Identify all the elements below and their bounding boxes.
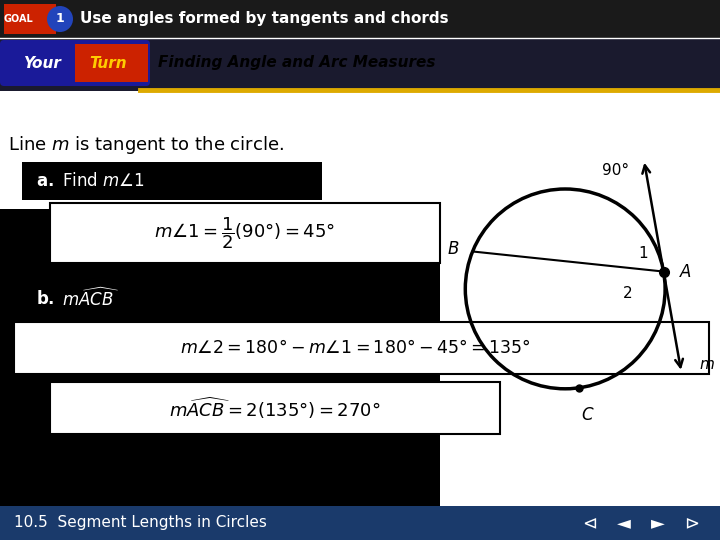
Text: B: B (447, 240, 459, 259)
Bar (440, 91, 720, 511)
Text: C: C (581, 406, 593, 424)
Text: Find $m\angle 1$: Find $m\angle 1$ (62, 172, 145, 190)
Text: $m\widehat{ACB} = 2(135°) = 270°$: $m\widehat{ACB} = 2(135°) = 270°$ (169, 395, 381, 421)
Text: Finding Angle and Arc Measures: Finding Angle and Arc Measures (158, 56, 436, 71)
Text: $m\widehat{ACB}$: $m\widehat{ACB}$ (62, 288, 119, 310)
Bar (0, 506, 720, 540)
Bar (0, 0, 720, 38)
Text: Turn: Turn (89, 56, 127, 71)
Text: ⊳: ⊳ (685, 514, 700, 532)
Bar (0, 91, 720, 509)
Text: ◄: ◄ (617, 514, 631, 532)
Text: A: A (680, 262, 691, 281)
Bar (22, 280, 237, 318)
Text: Line $m$ is tangent to the circle.: Line $m$ is tangent to the circle. (8, 134, 284, 156)
Text: $m\angle 1 = \dfrac{1}{2}(90°) = 45°$: $m\angle 1 = \dfrac{1}{2}(90°) = 45°$ (154, 215, 336, 251)
Text: $\mathbf{a.}$: $\mathbf{a.}$ (36, 172, 54, 190)
Bar (75, 44, 148, 82)
Text: $\mathbf{b.}$: $\mathbf{b.}$ (36, 290, 55, 308)
Circle shape (47, 6, 73, 32)
Bar (0, 91, 440, 209)
Bar (50, 382, 500, 434)
Text: 1: 1 (639, 246, 649, 261)
Text: 90°: 90° (603, 163, 629, 178)
Text: 2: 2 (623, 286, 632, 301)
Text: 10.5  Segment Lengths in Circles: 10.5 Segment Lengths in Circles (14, 516, 267, 530)
Bar (50, 203, 440, 263)
FancyBboxPatch shape (0, 40, 150, 86)
Text: ►: ► (651, 514, 665, 532)
Text: $m$: $m$ (699, 357, 715, 372)
Text: Your: Your (24, 56, 61, 71)
Bar (0, 39, 720, 91)
Text: 1: 1 (55, 12, 64, 25)
Text: $m\angle 2 = 180° - m\angle 1 = 180° - 45° = 135°$: $m\angle 2 = 180° - m\angle 1 = 180° - 4… (180, 339, 530, 357)
Text: ⊲: ⊲ (582, 514, 598, 532)
Bar (22, 162, 322, 200)
Bar (4, 4, 56, 34)
Bar (14, 322, 709, 374)
Text: Use angles formed by tangents and chords: Use angles formed by tangents and chords (80, 11, 449, 26)
Text: GOAL: GOAL (3, 14, 33, 24)
